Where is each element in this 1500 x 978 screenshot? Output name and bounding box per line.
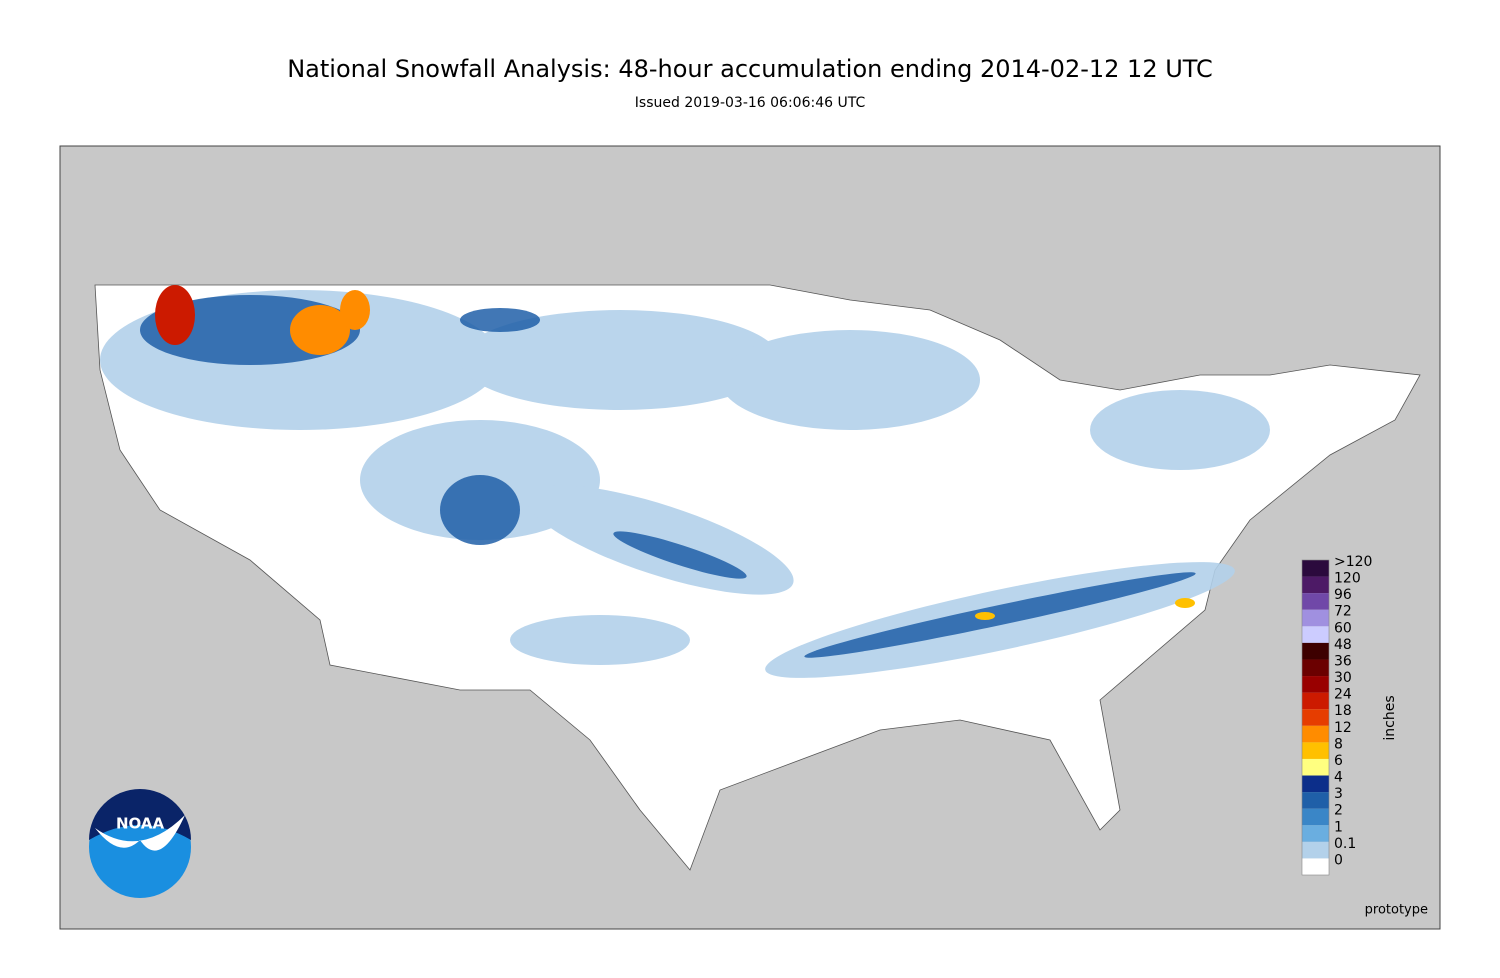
colorbar-label: 96 <box>1334 587 1352 603</box>
colorbar-label: 120 <box>1334 571 1361 587</box>
colorbar-segment <box>1302 725 1329 743</box>
colorbar-label: 60 <box>1334 620 1352 636</box>
logo-text: NOAA <box>116 815 165 833</box>
colorbar-segment <box>1302 576 1329 594</box>
colorbar-label: 0.1 <box>1334 836 1356 852</box>
subtitle: Issued 2019-03-16 06:06:46 UTC <box>635 95 866 111</box>
colorbar-segment <box>1302 676 1329 693</box>
title: National Snowfall Analysis: 48-hour accu… <box>287 55 1213 83</box>
colorbar-label: 12 <box>1334 720 1352 736</box>
colorbar-label: 30 <box>1334 670 1352 686</box>
colorbar-segment <box>1302 858 1329 875</box>
colorbar-border <box>1301 559 1330 876</box>
colorbar-segment <box>1302 742 1329 759</box>
colorbar-label: 48 <box>1334 637 1352 653</box>
colorbar-segment <box>1302 626 1329 643</box>
colorbar-segment <box>1302 659 1329 677</box>
colorbar-label: 1 <box>1334 819 1343 835</box>
colorbar-segment <box>1302 792 1329 809</box>
colorbar-label: 3 <box>1334 786 1343 802</box>
colorbar-label: >120 <box>1334 554 1372 570</box>
colorbar-segment <box>1302 808 1329 826</box>
colorbar-label: 0 <box>1334 852 1343 868</box>
colorbar-segment <box>1302 609 1329 627</box>
colorbar-segment <box>1302 642 1329 660</box>
colorbar-label: 8 <box>1334 736 1343 752</box>
colorbar-label: 18 <box>1334 703 1352 719</box>
colorbar-label: 2 <box>1334 803 1343 819</box>
colorbar-label: 72 <box>1334 604 1352 620</box>
colorbar-label: 24 <box>1334 687 1352 703</box>
colorbar-segment <box>1302 825 1329 842</box>
map <box>59 145 1441 930</box>
colorbar-segment <box>1302 841 1329 859</box>
colorbar-label: 4 <box>1334 770 1343 786</box>
colorbar-segment <box>1302 593 1329 610</box>
snow-extreme <box>155 285 1195 620</box>
colorbar-segment <box>1302 709 1329 726</box>
note: prototype <box>1365 903 1428 918</box>
colorbar-segment <box>1302 692 1329 710</box>
colorbar-label: 6 <box>1334 753 1343 769</box>
colorbar-segment <box>1302 758 1329 776</box>
noaa-logo: NOAA <box>89 789 191 898</box>
colorbar-label: 36 <box>1334 653 1352 669</box>
colorbar-unit: inches <box>1382 695 1398 740</box>
colorbar-segment <box>1302 560 1329 577</box>
colorbar-segment <box>1302 775 1329 793</box>
